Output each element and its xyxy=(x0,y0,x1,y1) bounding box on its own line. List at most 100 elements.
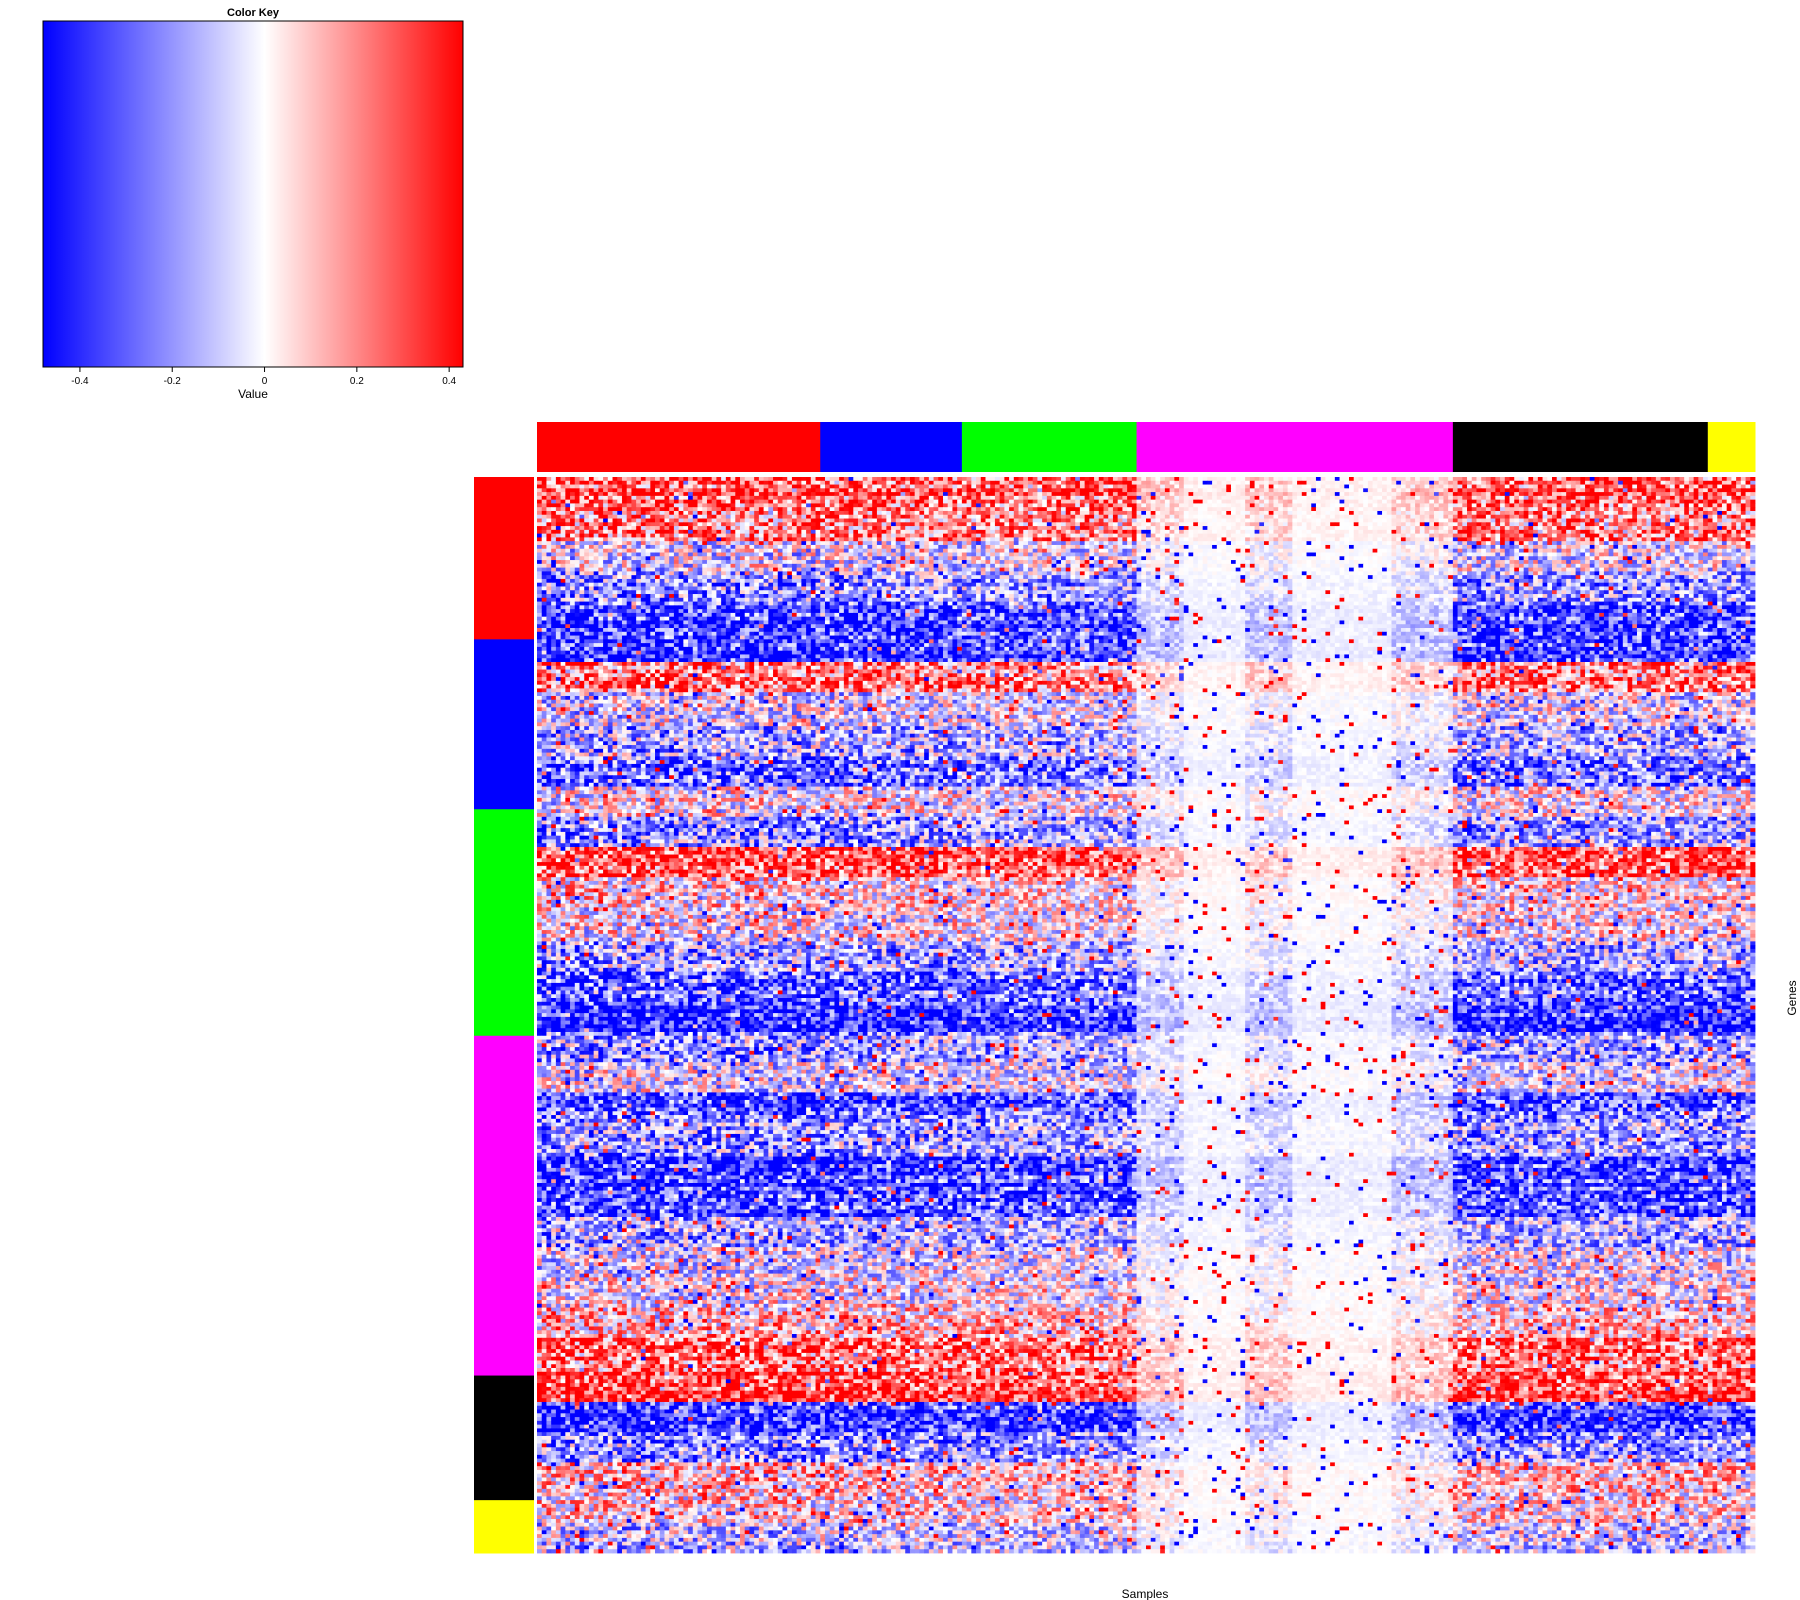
heatmap-cell xyxy=(641,492,646,496)
heatmap-cell xyxy=(886,496,891,500)
heatmap-cell xyxy=(1491,481,1496,485)
heatmap-cell xyxy=(1533,492,1538,496)
heatmap-cell xyxy=(1590,481,1595,485)
heatmap-cell xyxy=(1547,492,1552,496)
heatmap-cell xyxy=(1113,496,1118,500)
heatmap-cell xyxy=(594,485,599,489)
heatmap-cell xyxy=(1443,496,1448,500)
heatmap-cell xyxy=(1174,492,1179,496)
heatmap-cell xyxy=(1741,485,1746,489)
heatmap-cell xyxy=(985,485,990,489)
heatmap-cell xyxy=(1618,481,1623,485)
heatmap-cell xyxy=(1713,477,1718,481)
heatmap-cell xyxy=(1557,496,1562,500)
heatmap-cell xyxy=(1255,485,1260,489)
heatmap-cell xyxy=(806,485,811,489)
heatmap-cell xyxy=(877,481,882,485)
heatmap-cell xyxy=(981,500,986,504)
heatmap-cell xyxy=(1519,500,1524,504)
heatmap-cell xyxy=(1052,481,1057,485)
heatmap-cell xyxy=(853,485,858,489)
heatmap-cell xyxy=(1179,488,1184,492)
heatmap-cell xyxy=(1165,496,1170,500)
heatmap-cell xyxy=(1052,496,1057,500)
heatmap-cell xyxy=(660,477,665,481)
heatmap-cell xyxy=(1288,481,1293,485)
heatmap-cell xyxy=(693,488,698,492)
heatmap-cell xyxy=(1736,496,1741,500)
heatmap-cell xyxy=(1396,492,1401,496)
heatmap-cell xyxy=(731,481,736,485)
heatmap-cell xyxy=(924,492,929,496)
heatmap-cell xyxy=(1519,488,1524,492)
heatmap-cell xyxy=(1019,500,1024,504)
heatmap-cell xyxy=(1590,488,1595,492)
heatmap-cell xyxy=(646,496,651,500)
heatmap-cell xyxy=(1694,492,1699,496)
heatmap-cell xyxy=(1292,481,1297,485)
heatmap-cell xyxy=(1297,481,1302,485)
heatmap-cell xyxy=(1104,496,1109,500)
heatmap-cell xyxy=(924,477,929,481)
heatmap-cell xyxy=(1047,488,1052,492)
heatmap-cell xyxy=(1462,488,1467,492)
heatmap-cell xyxy=(603,496,608,500)
heatmap-cell xyxy=(1467,485,1472,489)
heatmap-cell xyxy=(688,477,693,481)
heatmap-cell xyxy=(589,500,594,504)
heatmap-cell xyxy=(839,485,844,489)
heatmap-cell xyxy=(1141,477,1146,481)
heatmap-cell xyxy=(1514,485,1519,489)
heatmap-cell xyxy=(693,492,698,496)
heatmap-cell xyxy=(1694,488,1699,492)
heatmap-cell xyxy=(721,500,726,504)
heatmap-cell xyxy=(1462,477,1467,481)
heatmap-cell xyxy=(1363,477,1368,481)
heatmap-cell xyxy=(1245,481,1250,485)
heatmap-cell xyxy=(1736,500,1741,504)
heatmap-cell xyxy=(1524,485,1529,489)
heatmap-cell xyxy=(1137,477,1142,481)
heatmap-cell xyxy=(1330,492,1335,496)
heatmap-cell xyxy=(976,477,981,481)
heatmap-cell xyxy=(1736,477,1741,481)
heatmap-cell xyxy=(1203,488,1208,492)
heatmap-cell xyxy=(1623,477,1628,481)
heatmap-cell xyxy=(641,496,646,500)
heatmap-cell xyxy=(1273,500,1278,504)
heatmap-cell xyxy=(1122,488,1127,492)
heatmap-cell xyxy=(1184,496,1189,500)
heatmap-cell xyxy=(1028,481,1033,485)
heatmap-cell xyxy=(858,485,863,489)
heatmap-cell xyxy=(1500,500,1505,504)
heatmap-cell xyxy=(646,492,651,496)
heatmap-cell xyxy=(1325,488,1330,492)
heatmap-cell xyxy=(1335,500,1340,504)
heatmap-cell xyxy=(1406,500,1411,504)
heatmap-cell xyxy=(1118,485,1123,489)
heatmap-cell xyxy=(1425,485,1430,489)
heatmap-cell xyxy=(1425,481,1430,485)
heatmap-cell xyxy=(655,481,660,485)
heatmap-cell xyxy=(853,481,858,485)
heatmap-cell xyxy=(1075,500,1080,504)
heatmap-cell xyxy=(1250,496,1255,500)
heatmap-cell xyxy=(1118,477,1123,481)
heatmap-cell xyxy=(1170,488,1175,492)
heatmap-cell xyxy=(1628,488,1633,492)
heatmap-cell xyxy=(910,500,915,504)
heatmap-cell xyxy=(1637,485,1642,489)
heatmap-cell xyxy=(664,500,669,504)
heatmap-cell xyxy=(863,481,868,485)
heatmap-cell xyxy=(778,485,783,489)
heatmap-cell xyxy=(1023,492,1028,496)
heatmap-cell xyxy=(537,492,542,496)
heatmap-cell xyxy=(693,496,698,500)
heatmap-cell xyxy=(1028,492,1033,496)
heatmap-cell xyxy=(858,477,863,481)
heatmap-cell xyxy=(565,496,570,500)
heatmap-cell xyxy=(731,496,736,500)
heatmap-cell xyxy=(1552,481,1557,485)
heatmap-cell xyxy=(716,500,721,504)
heatmap-cell xyxy=(1505,485,1510,489)
